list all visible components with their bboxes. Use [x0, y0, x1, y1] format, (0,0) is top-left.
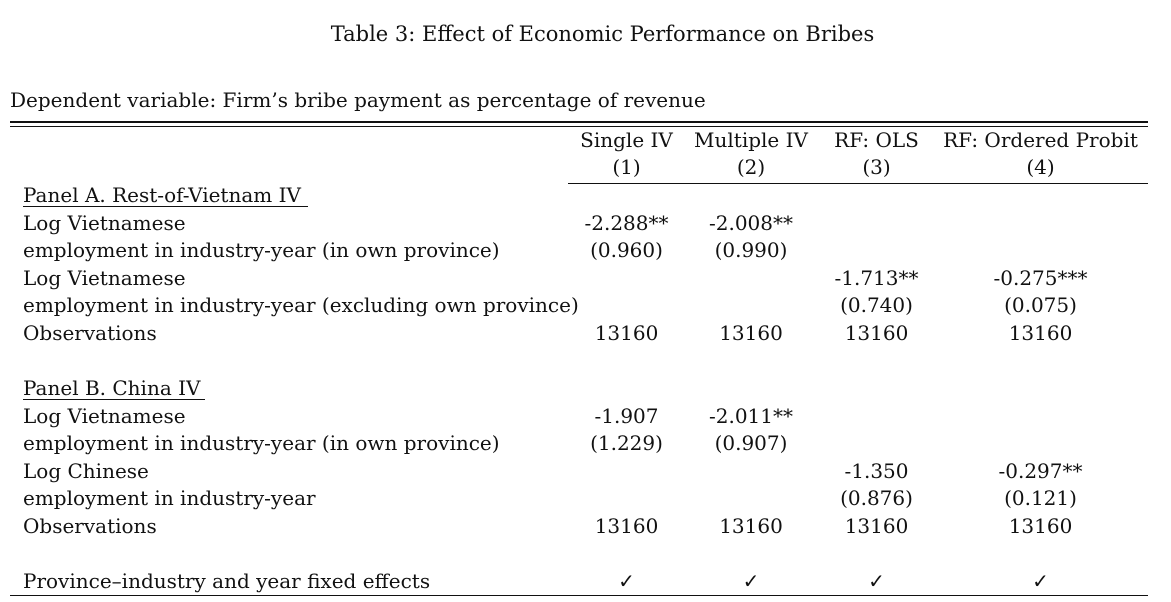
panel-a-row2-coef-3: -1.713**: [834, 266, 919, 290]
panel-b-row1-se-2: (0.907): [714, 431, 788, 455]
header-rule: [568, 183, 1148, 184]
panel-b-row1-coef-2: -2.011**: [708, 404, 793, 428]
panel-a-row1-coef-2: -2.008**: [708, 211, 793, 235]
panel-b-row1-se-1: (1.229): [590, 431, 663, 455]
panel-a-underline: [23, 206, 308, 207]
column-number-3: (3): [862, 155, 891, 179]
panel-b-observations-label: Observations: [23, 514, 157, 538]
panel-a-row1-label-line1: Log Vietnamese: [23, 211, 186, 235]
panel-b-row2-se-3: (0.876): [840, 486, 913, 510]
top-rule-double: [10, 126, 1148, 127]
column-header-1: Single IV: [580, 128, 673, 152]
panel-b-row2-coef-4: -0.297**: [998, 459, 1083, 483]
panel-b-row2-label-line2: employment in industry-year: [23, 486, 316, 510]
column-number-2: (2): [736, 155, 766, 179]
checkmark-icon: ✓: [868, 569, 885, 593]
panel-a-row2-se-3: (0.740): [840, 293, 913, 317]
panel-a-row1-coef-1: -2.288**: [584, 211, 669, 235]
panel-a-row2-coef-4: -0.275***: [993, 266, 1088, 290]
panel-b-heading: Panel B. China IV: [23, 376, 201, 400]
panel-a-observations-3: 13160: [844, 321, 909, 345]
panel-b-observations-4: 13160: [1008, 514, 1073, 538]
panel-b-row1-label-line2: employment in industry-year (in own prov…: [23, 431, 500, 455]
panel-a-row1-se-2: (0.990): [714, 238, 788, 262]
panel-a-observations-2: 13160: [719, 321, 783, 345]
panel-a-row2-label-line2: employment in industry-year (excluding o…: [23, 293, 579, 317]
fixed-effects-label: Province–industry and year fixed effects: [23, 569, 431, 593]
column-header-2: Multiple IV: [694, 128, 808, 152]
panel-a-row2-se-4: (0.075): [1004, 293, 1077, 317]
panel-b-row1-label-line1: Log Vietnamese: [23, 404, 186, 428]
panel-b-observations-3: 13160: [844, 514, 909, 538]
panel-b-underline: [23, 399, 205, 400]
column-number-4: (4): [1026, 155, 1055, 179]
panel-b-row2-coef-3: -1.350: [844, 459, 909, 483]
panel-a-heading: Panel A. Rest-of-Vietnam IV: [23, 183, 301, 207]
panel-a-row1-se-1: (0.960): [590, 238, 663, 262]
checkmark-icon: ✓: [742, 569, 760, 593]
bottom-rule: [10, 595, 1148, 596]
checkmark-icon: ✓: [618, 569, 635, 593]
panel-b-observations-2: 13160: [719, 514, 783, 538]
column-header-3: RF: OLS: [834, 128, 919, 152]
dependent-variable-note: Dependent variable: Firm’s bribe payment…: [10, 88, 706, 112]
column-header-4: RF: Ordered Probit: [943, 128, 1138, 152]
table-title: Table 3: Effect of Economic Performance …: [330, 22, 875, 46]
column-number-1: (1): [612, 155, 641, 179]
panel-a-observations-4: 13160: [1008, 321, 1073, 345]
panel-a-observations-1: 13160: [594, 321, 659, 345]
top-rule: [10, 121, 1148, 123]
checkmark-icon: ✓: [1032, 569, 1049, 593]
panel-b-observations-1: 13160: [594, 514, 659, 538]
panel-a-row1-label-line2: employment in industry-year (in own prov…: [23, 238, 500, 262]
panel-b-row2-label-line1: Log Chinese: [23, 459, 149, 483]
panel-b-row2-se-4: (0.121): [1004, 486, 1077, 510]
panel-a-row2-label-line1: Log Vietnamese: [23, 266, 186, 290]
panel-b-row1-coef-1: -1.907: [594, 404, 659, 428]
panel-a-observations-label: Observations: [23, 321, 157, 345]
